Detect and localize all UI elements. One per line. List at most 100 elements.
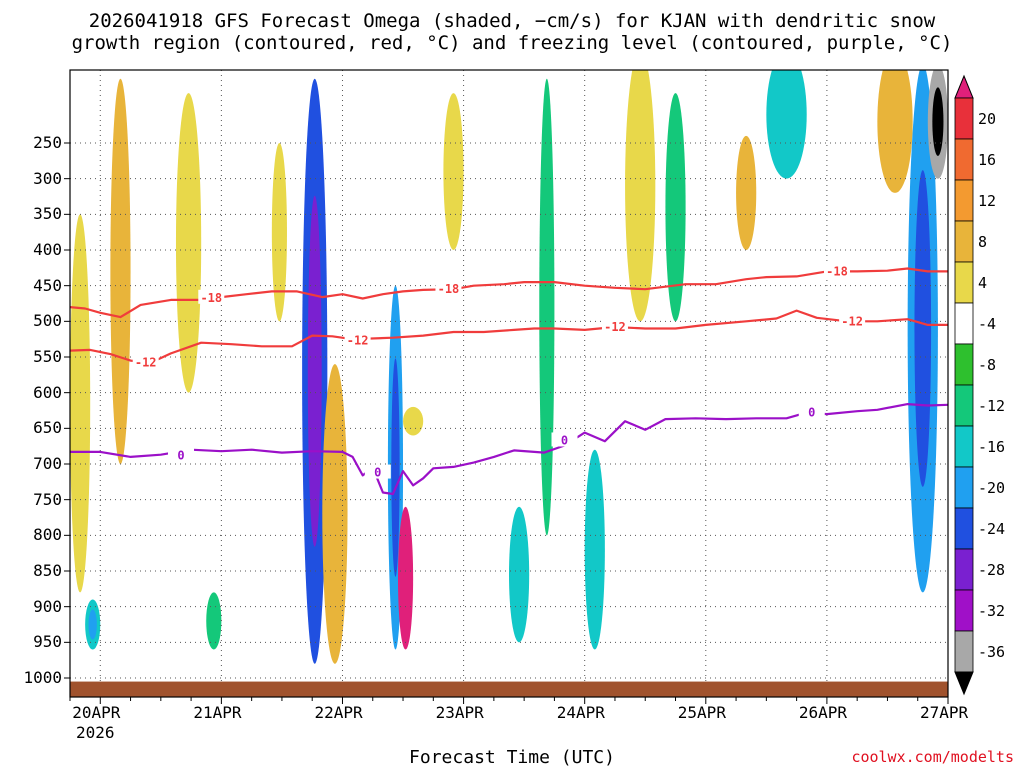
ground-strip <box>70 681 948 697</box>
contour-label-0-1: -18 <box>438 282 460 296</box>
colorbar-top-triangle <box>954 74 974 99</box>
x-tick-label-7: 27APR <box>920 703 969 722</box>
plot-content: -18 -18 -18 -12 -12 -12 -12 0 0 0 0 <box>70 70 948 697</box>
colorbar-label-3: 8 <box>978 232 988 251</box>
colorbar-label-4: 4 <box>978 273 988 292</box>
contour-label-bg-0-2 <box>823 263 850 278</box>
omega-feature-18 <box>766 70 807 179</box>
omega-core-21 <box>932 87 944 156</box>
colorbar-label-7: -12 <box>978 396 1006 415</box>
colorbar-box-7 <box>954 343 974 386</box>
contour-label-2-2: 0 <box>561 433 568 447</box>
colorbar-bottom-triangle <box>954 671 974 696</box>
omega-feature-5 <box>271 143 287 322</box>
chart-title-line-2: growth region (contoured, red, °C) and f… <box>71 32 953 54</box>
contour-label-bg-1-1 <box>344 332 371 347</box>
colorbar-box-9 <box>954 425 974 468</box>
y-tick-label-6: 550 <box>33 347 62 366</box>
x-tick-label-3: 23APR <box>435 703 484 722</box>
y-tick-label-0: 250 <box>33 133 62 152</box>
colorbar-label-8: -16 <box>978 437 1006 456</box>
omega-feature-12 <box>509 506 530 643</box>
colorbar-label-12: -32 <box>978 601 1006 620</box>
contour-label-bg-1-2 <box>601 319 628 334</box>
colorbar-box-8 <box>954 384 974 427</box>
omega-feature-15 <box>625 70 656 322</box>
contour-label-bg-1-3 <box>839 313 866 328</box>
omega-feature-10 <box>403 406 424 436</box>
colorbar-box-3 <box>954 179 974 222</box>
omega-feature-17 <box>736 135 757 250</box>
contour-label-bg-2-3 <box>798 404 825 419</box>
y-tick-label-5: 500 <box>33 311 62 331</box>
omega-feature-4 <box>206 592 222 650</box>
contour-label-0-2: -18 <box>826 264 848 278</box>
colorbar-label-5: -4 <box>978 314 997 333</box>
omega-feature-19 <box>877 70 913 193</box>
plot-frame <box>69 69 949 698</box>
contour-label-1-3: -12 <box>841 314 863 328</box>
omega-core-20 <box>914 170 932 487</box>
y-tick-label-2: 350 <box>33 204 62 224</box>
omega-core-8 <box>391 358 400 577</box>
x-tick-label-4: 24APR <box>556 703 605 722</box>
colorbar-label-10: -24 <box>978 519 1006 538</box>
colorbar-box-11 <box>954 507 974 550</box>
x-axis-title: Forecast Time (UTC) <box>409 747 615 768</box>
colorbar-box-10 <box>954 466 974 509</box>
contour-line-0 <box>70 267 948 319</box>
colorbar-box-6 <box>954 302 974 345</box>
omega-feature-3 <box>175 93 202 393</box>
contour-label-1-2: -12 <box>604 320 626 334</box>
omega-feature-7 <box>322 364 348 664</box>
contour-label-2-0: 0 <box>177 448 184 462</box>
omega-feature-13 <box>539 78 555 536</box>
contour-label-bg-2-1 <box>364 464 391 479</box>
y-tick-label-11: 800 <box>33 525 62 545</box>
y-tick-label-9: 700 <box>33 454 62 473</box>
contour-label-0-0: -18 <box>200 291 222 305</box>
colorbar-label-9: -20 <box>978 478 1006 497</box>
y-tick-label-13: 900 <box>33 596 62 616</box>
x-tick-label-2: 22APR <box>314 703 363 722</box>
colorbar-box-2 <box>954 138 974 181</box>
y-tick-label-10: 750 <box>33 489 62 509</box>
x-tick-label-5: 25APR <box>677 703 726 722</box>
contour-line-1 <box>70 309 948 364</box>
colorbar-label-1: 16 <box>978 150 997 169</box>
x-tick-label-1: 21APR <box>193 703 242 722</box>
contour-line-2 <box>70 403 948 496</box>
y-tick-label-12: 850 <box>33 561 62 580</box>
x-tick-label-6: 26APR <box>798 703 848 722</box>
y-tick-label-4: 450 <box>33 275 62 295</box>
colorbar-label-6: -8 <box>978 355 997 374</box>
colorbar-label-11: -28 <box>978 560 1006 579</box>
contour-label-bg-1-0 <box>132 354 159 369</box>
contour-label-bg-0-1 <box>435 281 462 296</box>
omega-core-9 <box>401 535 410 621</box>
chart-title-line-1: 2026041918 GFS Forecast Omega (shaded, −… <box>88 10 936 32</box>
y-tick-label-15: 1000 <box>23 668 62 687</box>
x-axis-year-label: 2026 <box>76 723 115 742</box>
contour-label-bg-0-0 <box>198 289 225 304</box>
contour-label-1-1: -12 <box>347 334 369 348</box>
contour-label-1-0: -12 <box>135 356 157 370</box>
colorbar-box-12 <box>954 548 974 591</box>
y-tick-label-8: 650 <box>33 418 62 438</box>
colorbar-box-13 <box>954 589 974 632</box>
colorbar-label-13: -36 <box>978 642 1006 661</box>
omega-core-1 <box>88 609 97 640</box>
colorbar-label-2: 12 <box>978 191 997 210</box>
y-tick-label-3: 400 <box>33 240 62 259</box>
colorbar-box-4 <box>954 220 974 263</box>
colorbar-box-14 <box>954 630 974 673</box>
colorbar-label-0: 20 <box>978 109 997 128</box>
contour-label-bg-2-2 <box>551 432 578 447</box>
credit-watermark: coolwx.com/modelts <box>851 748 1014 766</box>
contour-label-bg-2-0 <box>168 447 195 462</box>
y-tick-label-1: 300 <box>33 168 62 188</box>
contour-label-2-3: 0 <box>808 406 815 420</box>
contour-label-2-1: 0 <box>374 466 381 480</box>
y-tick-label-14: 950 <box>33 632 62 652</box>
